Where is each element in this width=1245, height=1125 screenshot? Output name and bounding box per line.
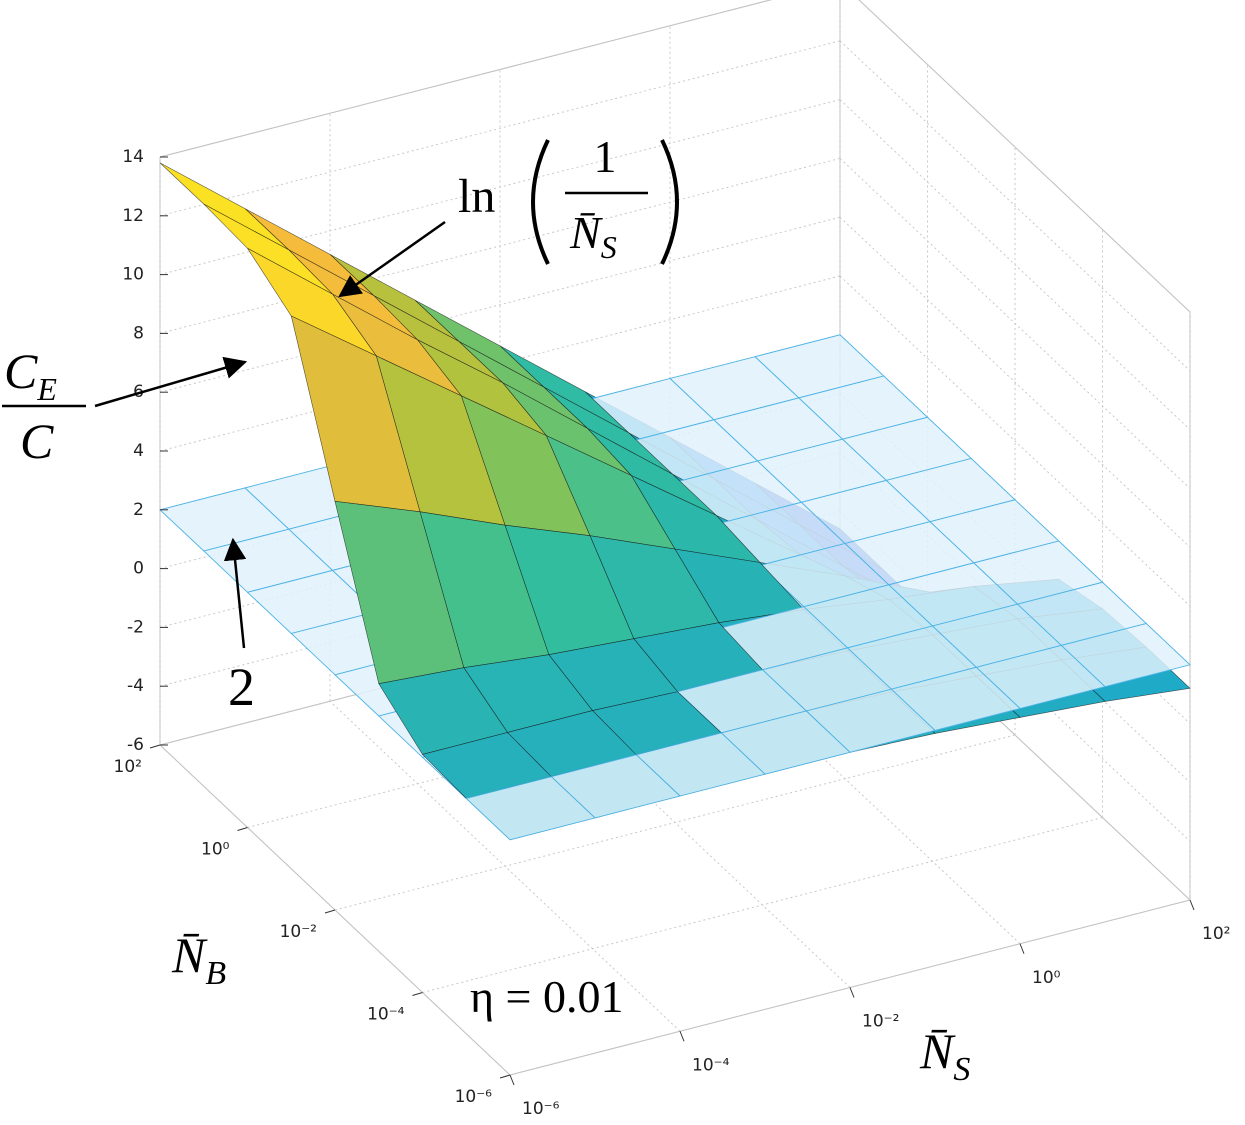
annotation-denominator: C	[20, 413, 54, 469]
paren	[531, 139, 550, 265]
z-tick-label: -4	[127, 676, 144, 696]
z-tick-label: 10	[122, 265, 144, 285]
x-tick-label: 10⁻⁴	[692, 1055, 730, 1075]
x-tick	[1019, 943, 1025, 954]
y-tick	[324, 909, 336, 914]
annotation-text: 2	[228, 657, 255, 717]
x-tick	[849, 987, 855, 998]
paren	[660, 139, 679, 265]
y-tick-label: 10⁻²	[280, 922, 317, 942]
ticks: -6-4-20246810121410⁻⁶10⁻⁴10⁻²10⁰10²10⁻⁶1…	[114, 147, 1231, 1119]
x-label-text: N̄	[919, 1023, 956, 1079]
y-tick	[237, 827, 248, 831]
grid-line	[159, 216, 841, 393]
grid-line	[839, 275, 1191, 607]
annotation-eta: η = 0.01	[470, 971, 624, 1022]
y-tick	[412, 992, 423, 996]
numerator-subscript: E	[36, 371, 57, 407]
annotation-numerator: CE	[4, 343, 57, 407]
numerator-text: C	[4, 343, 38, 399]
denominator-subscript: S	[601, 229, 617, 265]
grid-line	[159, 40, 841, 217]
arrow	[338, 220, 446, 298]
surfaces	[159, 162, 1191, 841]
grid-line	[159, 0, 773, 158]
z-tick-label: 12	[122, 206, 144, 226]
denominator-text: N̄	[569, 207, 603, 258]
x-label-subscript: S	[953, 1051, 970, 1088]
arrow	[94, 356, 248, 408]
z-tick-label: 0	[133, 559, 144, 579]
x-tick	[679, 1031, 685, 1042]
arrow	[223, 537, 247, 649]
x-tick-label: 10⁰	[1032, 968, 1061, 988]
x-tick-label: 10²	[1202, 924, 1230, 944]
z-tick-label: 14	[122, 147, 144, 167]
z-tick-label: 4	[133, 441, 144, 461]
box-edge	[159, 0, 773, 158]
grid-line	[839, 216, 1191, 548]
grid-line	[334, 734, 1016, 911]
x-axis-label: N̄S	[919, 1023, 970, 1088]
y-tick-label: 10⁻⁴	[367, 1005, 405, 1025]
x-tick	[1189, 899, 1195, 911]
z-tick-label: 8	[133, 323, 144, 343]
y-axis-label: N̄B	[171, 927, 226, 992]
annotation-two: 2	[223, 537, 255, 717]
y-label-text: N̄	[171, 927, 208, 983]
annotation-prefix: ln	[458, 170, 495, 223]
x-tick-label: 10⁻⁶	[522, 1099, 560, 1119]
plane-patch	[465, 776, 596, 841]
annotation-ln: ln 1 N̄S	[338, 131, 679, 298]
z-tick-label: -2	[127, 617, 144, 637]
z-tick-label: -6	[127, 735, 144, 755]
x-tick-label: 10⁻²	[862, 1012, 899, 1032]
y-tick-label: 10⁻⁶	[455, 1087, 493, 1107]
annotation-ratio: CE C	[2, 343, 248, 469]
y-label-subscript: B	[205, 955, 226, 992]
annotation-numerator: 1	[594, 131, 617, 182]
y-tick-label: 10⁰	[201, 840, 230, 860]
surface-patch	[159, 162, 290, 251]
grid-line	[839, 40, 1191, 372]
y-tick	[499, 1074, 511, 1079]
grid-line	[422, 817, 1103, 993]
grid-line	[858, 0, 1191, 313]
annotation-denominator: N̄S	[569, 207, 617, 265]
z-tick-label: 2	[133, 500, 144, 520]
x-tick	[509, 1074, 515, 1086]
y-tick	[149, 744, 161, 749]
y-tick-label: 10²	[114, 757, 142, 777]
